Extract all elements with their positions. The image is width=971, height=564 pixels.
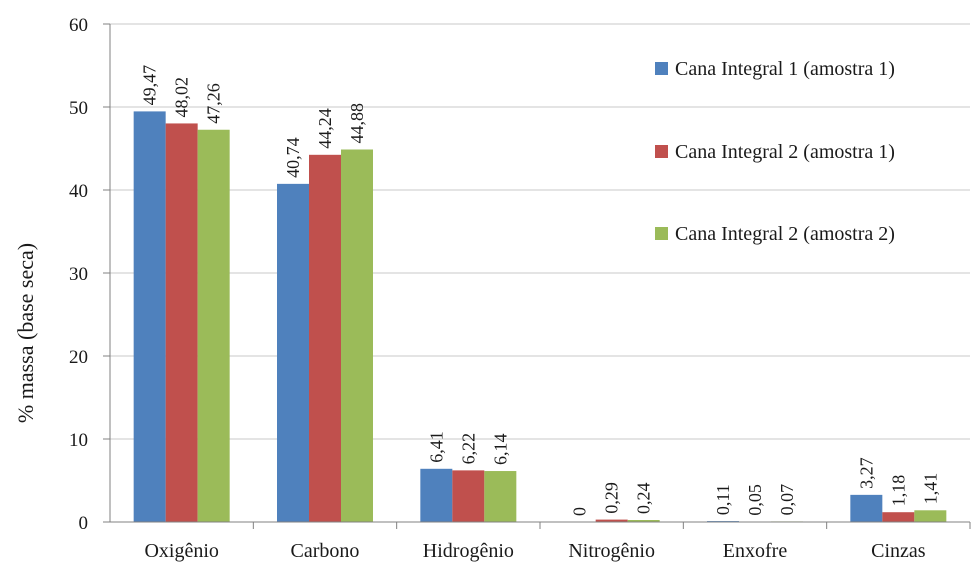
- y-tick-label: 50: [69, 98, 88, 119]
- legend-swatch: [655, 62, 668, 75]
- data-label: 1,41: [920, 473, 940, 505]
- data-label: 0,24: [634, 483, 654, 515]
- data-label: 40,74: [283, 137, 303, 178]
- data-label: 0: [570, 507, 590, 516]
- data-label: 44,88: [347, 103, 367, 144]
- bar: [882, 512, 915, 522]
- data-label: 49,47: [140, 65, 160, 106]
- legend-label: Cana Integral 2 (amostra 2): [675, 223, 895, 245]
- x-tick-label: Carbono: [291, 540, 360, 562]
- bars: [133, 111, 947, 523]
- data-label: 0,29: [602, 482, 622, 514]
- x-axis-labels: Oxigênio Carbono Hidrogênio Nitrogênio Enxof…: [144, 540, 925, 562]
- x-tick-label: Cinzas: [871, 540, 926, 562]
- bar: [133, 111, 166, 523]
- y-tick-label: 60: [69, 15, 88, 36]
- data-label: 0,07: [777, 484, 797, 516]
- legend-swatch: [655, 145, 668, 158]
- data-label: 3,27: [856, 457, 876, 489]
- data-label: 6,22: [458, 433, 478, 465]
- y-tick-label: 30: [69, 264, 88, 285]
- x-tick-label: Nitrogênio: [568, 540, 655, 562]
- legend: Cana Integral 1 (amostra 1) Cana Integral…: [655, 58, 895, 245]
- y-axis-ticks: 0 10 20 30 40 50 60: [69, 15, 110, 534]
- bar: [341, 149, 373, 522]
- bar: [309, 154, 341, 523]
- data-label: 0,05: [745, 484, 765, 516]
- bar: [197, 129, 230, 522]
- legend-label: Cana Integral 2 (amostra 1): [675, 141, 895, 163]
- bar: [595, 519, 628, 522]
- y-axis-label: % massa (base seca): [13, 243, 38, 423]
- bar: [420, 468, 453, 522]
- y-tick-label: 20: [69, 347, 88, 368]
- data-label: 48,02: [172, 77, 192, 118]
- x-tick-label: Enxofre: [723, 540, 788, 562]
- data-label: 44,24: [315, 108, 335, 149]
- x-tick-label: Hidrogênio: [423, 540, 514, 562]
- bar: [452, 470, 485, 522]
- bar: [484, 471, 517, 522]
- bar: [165, 123, 198, 523]
- data-label: 6,14: [490, 434, 510, 466]
- y-tick-label: 40: [69, 181, 88, 202]
- data-labels: 49,47 48,02 47,26 40,74 44,24 44,88 6,41 6,22 6,…: [140, 65, 941, 516]
- data-label: 6,41: [426, 431, 446, 463]
- bar: [277, 183, 309, 522]
- legend-swatch: [655, 227, 668, 240]
- data-label: 0,11: [713, 484, 733, 515]
- data-label: 47,26: [204, 83, 224, 124]
- legend-label: Cana Integral 1 (amostra 1): [675, 58, 895, 80]
- axes: [109, 24, 971, 529]
- data-label: 1,18: [888, 475, 908, 507]
- y-tick-label: 0: [79, 513, 89, 534]
- x-tick-label: Oxigênio: [144, 540, 218, 562]
- bar: [627, 520, 660, 522]
- bar: [850, 494, 883, 522]
- gridlines: [110, 23, 970, 440]
- bar: [914, 510, 947, 522]
- y-tick-label: 10: [69, 430, 88, 451]
